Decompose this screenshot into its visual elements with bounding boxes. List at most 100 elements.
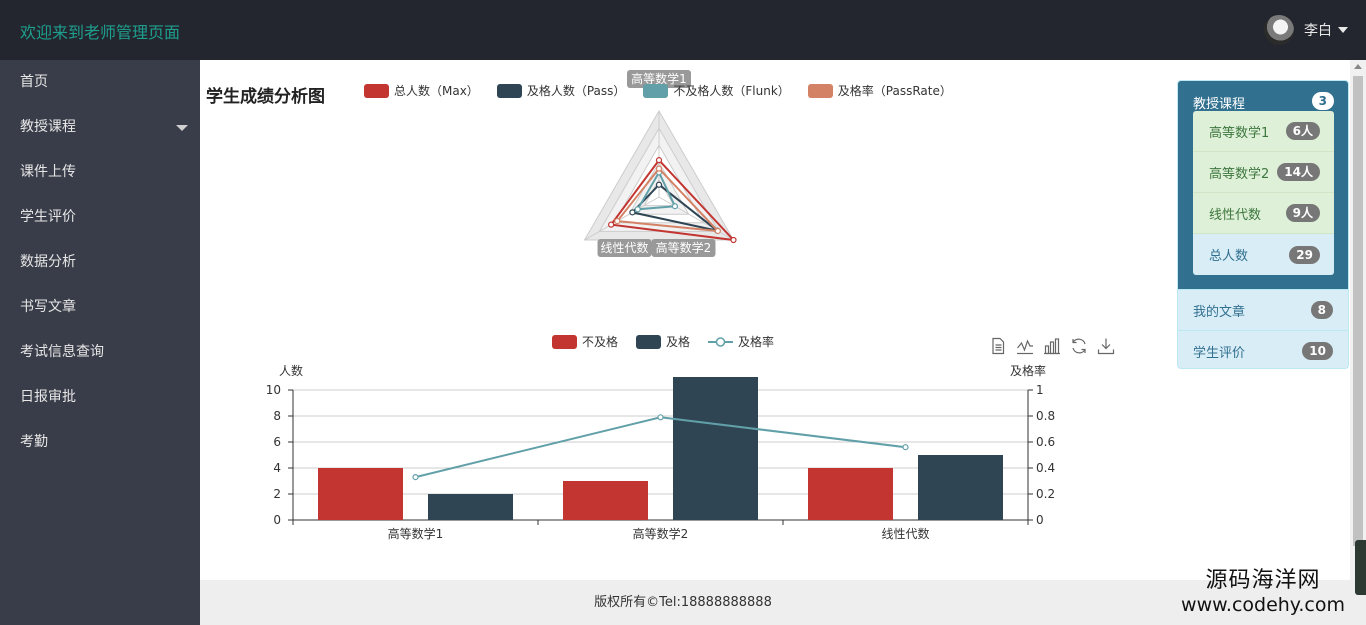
username[interactable]: 李白	[1304, 23, 1332, 39]
legend-item-pass[interactable]: 及格人数（Pass）	[496, 82, 626, 99]
legend-item-fail[interactable]: 不及格	[552, 333, 618, 350]
radar-indicator-bg	[627, 70, 691, 88]
articles-count-badge: 8	[1310, 301, 1333, 319]
sidebar-item-analysis[interactable]: 数据分析	[20, 254, 76, 270]
radar-legend: 总人数（Max） 及格人数（Pass） 不及格人数（Flunk） 及格率（Pas…	[364, 82, 970, 99]
course-list: 高等数学1 6人 高等数学2 14人 线性代数 9人 总人数 29	[1193, 111, 1334, 275]
bar-chart-icon[interactable]	[1042, 336, 1062, 356]
legend-swatch	[552, 334, 577, 349]
course-item[interactable]: 线性代数 9人	[1193, 193, 1334, 234]
copyright-text: 版权所有©Tel:18888888888	[594, 595, 772, 610]
passrate-point	[657, 414, 664, 421]
caret-down-icon	[176, 125, 188, 131]
y-axis-title: 人数	[279, 363, 303, 378]
radar-indicator-label: 线性代数	[601, 240, 649, 255]
line-chart-icon[interactable]	[1015, 336, 1035, 356]
radar-series-line	[615, 167, 721, 233]
row-label: 学生评价	[1193, 345, 1246, 361]
legend-label: 不及格	[582, 335, 619, 349]
main-content: 高等数学1 高等数学2 线性代数 0 2 4 6 8 10 0 0.2 0.4 0.6 0.8 1 人数 及格率…	[200, 60, 1350, 580]
x-tick-label: 线性代数	[881, 526, 929, 541]
radar-indicator-bg	[651, 239, 716, 257]
legend-swatch	[496, 83, 522, 98]
x-tick-label: 高等数学1	[388, 526, 444, 541]
restore-icon[interactable]	[1069, 336, 1089, 356]
legend-label: 及格	[666, 335, 691, 349]
sidebar-item-upload[interactable]: 课件上传	[20, 164, 76, 180]
course-item[interactable]: 高等数学2 14人	[1193, 152, 1334, 193]
y-right-tick-label: 0.8	[1036, 409, 1055, 423]
avatar[interactable]	[1264, 15, 1294, 45]
radar-series-line	[630, 183, 719, 232]
legend-item-flunk[interactable]: 不及格人数（Flunk）	[643, 82, 790, 99]
legend-label: 及格率	[738, 335, 775, 349]
radar-point	[629, 209, 636, 216]
y-right-tick-label: 0.6	[1036, 435, 1055, 449]
bar-pass	[918, 455, 1003, 520]
scrollbar-thumb[interactable]	[1353, 76, 1363, 546]
course-count-badge: 3	[1311, 92, 1334, 110]
sidebar-item-attendance[interactable]: 考勤	[20, 434, 48, 450]
y-right-tick-label: 0.4	[1036, 461, 1055, 475]
student-evaluation-row[interactable]: 学生评价 10	[1178, 330, 1348, 368]
sidebar-item-courses[interactable]: 教授课程	[0, 105, 200, 150]
panel-title[interactable]: 教授课程	[1193, 97, 1246, 112]
course-panel-header: 教授课程 3 高等数学1 6人 高等数学2 14人 线性代数 9人 总人数 29	[1178, 81, 1348, 289]
user-menu[interactable]: 李白	[1264, 14, 1348, 46]
side-widget[interactable]	[1355, 540, 1366, 595]
row-label: 我的文章	[1193, 304, 1246, 320]
legend-item-total[interactable]: 总人数（Max）	[364, 82, 479, 99]
legend-item-pass[interactable]: 及格	[636, 333, 690, 350]
passrate-point	[412, 474, 419, 481]
bar-fail	[563, 481, 648, 520]
my-articles-row[interactable]: 我的文章 8	[1178, 289, 1348, 330]
legend-item-passrate[interactable]: 及格率（PassRate）	[807, 82, 952, 99]
y-right-tick-label: 1	[1036, 383, 1044, 397]
chart-toolbox	[988, 336, 1123, 356]
sidebar-item-home[interactable]: 首页	[20, 74, 48, 90]
data-view-icon[interactable]	[988, 336, 1008, 356]
radar-point	[730, 236, 737, 244]
legend-item-passrate[interactable]: 及格率	[708, 333, 774, 350]
legend-label: 及格人数（Pass）	[526, 84, 626, 98]
sidebar-item-daily-approval[interactable]: 日报审批	[20, 389, 76, 405]
radar-indicator-label: 高等数学2	[656, 240, 712, 255]
student-count-badge: 14人	[1277, 163, 1320, 181]
y-right-tick-label: 0.2	[1036, 487, 1055, 501]
radar-series-line	[609, 158, 737, 242]
y-tick-label: 10	[266, 383, 281, 397]
caret-down-icon[interactable]	[1338, 27, 1348, 33]
student-count-badge: 9人	[1285, 204, 1320, 222]
legend-label: 总人数（Max）	[394, 84, 479, 98]
bar-pass	[428, 494, 513, 520]
scroll-up-arrow-icon[interactable]	[1354, 64, 1362, 69]
course-name: 高等数学2	[1209, 166, 1270, 182]
sidebar-nav: 首页 教授课程 课件上传 学生评价 数据分析 书写文章 考试信息查询 日报审批 …	[0, 60, 200, 625]
y-tick-label: 6	[273, 435, 281, 449]
bar-fail	[318, 468, 403, 520]
total-label: 总人数	[1209, 249, 1249, 264]
x-tick-label: 高等数学2	[633, 526, 689, 541]
radar-point	[634, 206, 641, 213]
bar-fail	[808, 468, 893, 520]
y-tick-label: 0	[273, 513, 281, 527]
course-item[interactable]: 高等数学1 6人	[1193, 111, 1334, 152]
sidebar-item-articles[interactable]: 书写文章	[20, 299, 76, 315]
radar-point	[671, 203, 679, 210]
radar-point	[655, 157, 663, 164]
course-name: 线性代数	[1209, 207, 1262, 223]
total-students-item[interactable]: 总人数 29	[1193, 234, 1334, 275]
radar-point	[714, 227, 721, 235]
download-icon[interactable]	[1096, 336, 1116, 356]
sidebar-item-exam-query[interactable]: 考试信息查询	[20, 344, 104, 360]
radar-point	[614, 217, 621, 225]
passrate-point	[902, 444, 909, 451]
watermark: 源码海洋网 www.codehy.com	[1160, 568, 1366, 616]
course-name: 高等数学1	[1209, 125, 1270, 141]
radar-axis	[658, 196, 734, 241]
page-scrollbar[interactable]	[1350, 60, 1366, 580]
sidebar-item-evaluation[interactable]: 学生评价	[20, 209, 76, 225]
watermark-line1: 源码海洋网	[1205, 568, 1321, 593]
legend-swatch	[643, 83, 669, 98]
footer: 版权所有©Tel:18888888888	[200, 580, 1366, 625]
